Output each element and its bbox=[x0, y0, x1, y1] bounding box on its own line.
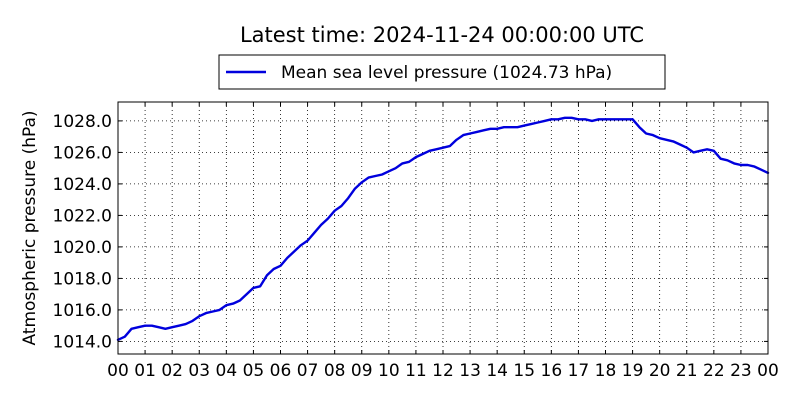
x-tick-label: 00 bbox=[757, 361, 779, 381]
legend: Mean sea level pressure (1024.73 hPa) bbox=[218, 54, 666, 90]
x-tick-label: 03 bbox=[188, 361, 210, 381]
grid bbox=[118, 102, 768, 354]
y-tick-label: 1026.0 bbox=[53, 143, 112, 163]
x-tick-label: 19 bbox=[622, 361, 644, 381]
x-tick-label: 17 bbox=[568, 361, 590, 381]
x-tick-label: 13 bbox=[459, 361, 481, 381]
ticks bbox=[117, 102, 769, 354]
x-tick-label: 20 bbox=[649, 361, 671, 381]
x-tick-labels: 00 01 02 03 04 05 06 07 08 09 10 11 12 13 14 15 16 17 18 19… bbox=[107, 361, 779, 381]
y-tick-label: 1020.0 bbox=[53, 238, 112, 258]
x-tick-label: 10 bbox=[378, 361, 400, 381]
x-tick-label: 02 bbox=[161, 361, 183, 381]
x-tick-label: 06 bbox=[270, 361, 292, 381]
y-axis-title: Atmospheric pressure (hPa) bbox=[20, 110, 40, 345]
legend-label: Mean sea level pressure (1024.73 hPa) bbox=[281, 63, 612, 83]
x-tick-label: 07 bbox=[297, 361, 319, 381]
x-tick-label: 22 bbox=[703, 361, 725, 381]
y-tick-label: 1028.0 bbox=[53, 112, 112, 132]
x-tick-label: 00 bbox=[107, 361, 129, 381]
x-tick-label: 23 bbox=[730, 361, 752, 381]
x-tick-label: 18 bbox=[595, 361, 617, 381]
chart-title: Latest time: 2024-11-24 00:00:00 UTC bbox=[240, 23, 644, 47]
x-tick-label: 04 bbox=[216, 361, 238, 381]
x-tick-label: 14 bbox=[486, 361, 508, 381]
x-tick-label: 08 bbox=[324, 361, 346, 381]
y-tick-label: 1014.0 bbox=[53, 332, 112, 352]
x-tick-label: 11 bbox=[405, 361, 427, 381]
x-tick-label: 05 bbox=[243, 361, 265, 381]
x-tick-label: 15 bbox=[513, 361, 535, 381]
x-tick-label: 09 bbox=[351, 361, 373, 381]
x-tick-label: 16 bbox=[541, 361, 563, 381]
series-line-0 bbox=[116, 116, 770, 341]
y-tick-label: 1018.0 bbox=[53, 269, 112, 289]
legend-box bbox=[218, 54, 666, 90]
x-tick-label: 21 bbox=[676, 361, 698, 381]
x-tick-label: 12 bbox=[432, 361, 454, 381]
series-layer bbox=[116, 116, 770, 341]
y-tick-label: 1024.0 bbox=[53, 175, 112, 195]
y-tick-label: 1022.0 bbox=[53, 206, 112, 226]
y-tick-labels: 1014.0 1016.0 1018.0 1020.0 1022.0 1024.0 1026… bbox=[53, 112, 112, 352]
y-tick-label: 1016.0 bbox=[53, 301, 112, 321]
x-tick-label: 01 bbox=[134, 361, 156, 381]
